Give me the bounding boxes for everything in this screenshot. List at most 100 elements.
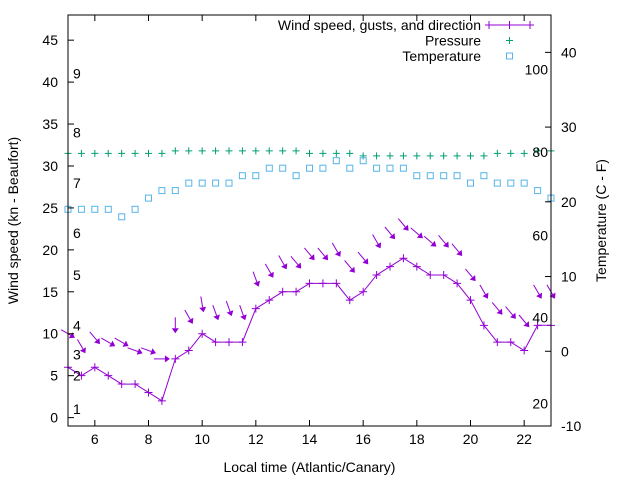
pressure-point	[480, 152, 488, 160]
wind-speed-point	[426, 271, 435, 280]
wind-speed-point	[117, 380, 126, 389]
temperature-point	[493, 179, 501, 187]
temperature-point	[212, 179, 220, 187]
pressure-point	[104, 149, 112, 157]
gust-arrow-head	[456, 249, 463, 256]
x-tick-label: 22	[516, 431, 532, 447]
wind-speed-point	[292, 287, 301, 296]
fahrenheit-label: 100	[525, 62, 549, 78]
pressure-point	[373, 152, 381, 160]
pressure-point	[306, 149, 313, 157]
gust-arrow-shaft	[76, 339, 84, 350]
temperature-point	[426, 172, 434, 180]
wind-speed-point	[520, 346, 529, 355]
temperature-point	[225, 179, 233, 187]
gust-arrow-shaft	[546, 284, 553, 295]
temperature-point	[158, 187, 166, 195]
beaufort-label: 3	[73, 347, 81, 363]
gust-arrow-head	[226, 310, 234, 317]
beaufort-label: 8	[73, 124, 81, 140]
temperature-point	[534, 187, 542, 195]
y-right-tick-label: 20	[561, 194, 577, 210]
wind-speed-point	[225, 338, 233, 347]
pressure-point	[359, 152, 367, 160]
pressure-point	[198, 147, 206, 155]
legend-sample-temperature	[506, 52, 513, 60]
legend: Wind speed, gusts, and directionPressure…	[278, 17, 534, 64]
temperature-series	[64, 157, 555, 221]
pressure-point	[467, 152, 474, 160]
y-axis-left-label: Wind speed (kn - Beaufort)	[5, 137, 21, 304]
wind-speed-point	[90, 363, 99, 372]
gust-arrow-shaft	[114, 337, 125, 345]
wind-speed-point	[265, 296, 274, 305]
gust-arrow-head	[122, 340, 129, 347]
pressure-point	[440, 152, 448, 160]
x-tick-label: 20	[463, 431, 479, 447]
wind-speed-point	[144, 388, 153, 397]
gust-arrow-shaft	[252, 271, 258, 283]
gust-arrow-shaft	[278, 255, 285, 266]
temperature-point	[292, 172, 300, 180]
temperature-point	[104, 205, 112, 213]
gust-arrow-shaft	[491, 302, 500, 312]
beaufort-label: 5	[73, 267, 81, 283]
y-left-tick-label: 15	[42, 284, 58, 300]
gust-arrow-head	[94, 338, 100, 345]
y-left-tick-label: 10	[42, 326, 58, 342]
gust-arrow-head	[187, 317, 194, 324]
gust-arrow-head	[295, 262, 302, 269]
pressure-point	[426, 152, 434, 160]
pressure-point	[507, 149, 515, 157]
temperature-point	[346, 164, 354, 172]
gust-arrow-head	[389, 233, 396, 240]
wind-speed-point	[399, 254, 408, 263]
temperature-point	[198, 179, 206, 187]
y-left-tick-label: 35	[42, 116, 58, 132]
wind-speed-point	[318, 279, 327, 288]
beaufort-label: 6	[73, 225, 81, 241]
gust-arrow-shaft	[212, 305, 218, 316]
x-tick-label: 14	[302, 431, 318, 447]
gust-arrow-shaft	[331, 242, 339, 253]
wind-speed-point	[479, 321, 488, 330]
plot-area	[60, 147, 556, 405]
y-right-tick-label: 10	[561, 269, 577, 285]
gust-arrow-head	[136, 348, 143, 355]
temperature-point	[265, 164, 273, 172]
pressure-point	[212, 147, 220, 155]
pressure-point	[493, 149, 501, 157]
gust-arrow-shaft	[127, 347, 139, 352]
gust-arrow-shaft	[384, 226, 393, 236]
gust-arrow-shaft	[357, 251, 366, 261]
pressure-point	[413, 152, 421, 160]
wind-speed-point	[278, 287, 287, 296]
wind-speed-point	[453, 279, 462, 288]
y-left-tick-label: 0	[50, 410, 58, 426]
gust-arrow-shaft	[200, 296, 204, 308]
gust-arrow-head	[68, 332, 75, 339]
y-left-tick-label: 40	[42, 74, 58, 90]
pressure-point	[91, 149, 99, 157]
wind-speed-point	[439, 271, 448, 280]
legend-sample-wind-tick	[526, 21, 534, 29]
temperature-point	[399, 164, 407, 172]
gust-arrow-shaft	[290, 255, 299, 266]
gust-arrow-shaft	[410, 227, 420, 236]
temperature-point	[386, 164, 394, 172]
x-axis-label: Local time (Atlantic/Canary)	[224, 459, 396, 475]
gust-arrow-head	[253, 280, 261, 287]
pressure-point	[399, 152, 407, 160]
beaufort-label: 2	[73, 368, 81, 384]
gust-arrow-head	[150, 348, 156, 355]
temperature-point	[332, 157, 340, 165]
pressure-point	[386, 152, 394, 160]
beaufort-label: 1	[73, 401, 81, 417]
gust-arrow-head	[510, 312, 516, 319]
gust-arrow-head	[308, 254, 315, 261]
temperature-point	[507, 179, 515, 187]
y-left-tick-label: 20	[42, 242, 58, 258]
pressure-point	[265, 147, 273, 155]
gust-arrow-head	[536, 292, 543, 299]
